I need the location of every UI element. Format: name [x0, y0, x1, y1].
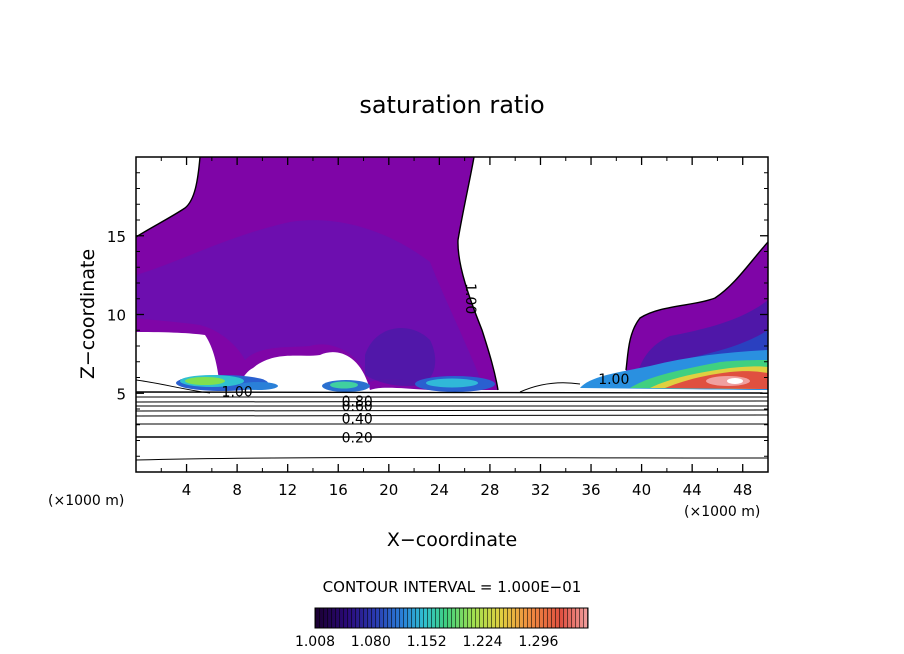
- contour-interval: CONTOUR INTERVAL = 1.000E−01: [323, 578, 582, 596]
- colorbar-label-2: 1.152: [407, 634, 447, 650]
- x-tick-label-6: 28: [480, 481, 499, 499]
- contour-label-6: 0.20: [342, 430, 373, 446]
- cloud-24km-inner: [426, 378, 478, 388]
- x-tick-label-1: 8: [232, 481, 242, 499]
- x-tick-label-9: 40: [632, 481, 651, 499]
- subsaturated-contours: [136, 157, 768, 461]
- contour-labels: 1.00 1.00 1.00 0.800.600.40 0.20: [222, 283, 630, 446]
- colorbar-border: [314, 607, 589, 629]
- y-tick-label-2: 15: [107, 228, 126, 246]
- upper-left-plume-core: [365, 328, 436, 386]
- cloud-16km-inner: [330, 381, 358, 389]
- x-tick-label-2: 12: [278, 481, 297, 499]
- x-axis-ticks: 4 8 12 16 20 24 28 32 36 40 44 48: [160, 157, 752, 499]
- contour-label-3: 0.80: [342, 394, 373, 410]
- colorbar-stripes: [315, 608, 588, 628]
- x-unit-right: (×1000 m): [684, 504, 760, 520]
- y-axis-ticks: 5 10 15: [107, 172, 768, 457]
- x-unit-left: (×1000 m): [48, 493, 124, 509]
- x-tick-label-5: 24: [430, 481, 449, 499]
- contour-label-1: 1.00: [462, 283, 478, 314]
- chart-title: saturation ratio: [359, 91, 544, 119]
- cloud-44km-white: [727, 378, 743, 384]
- contour-label-4: 0.60: [342, 399, 373, 415]
- contour-label-0: 1.00: [222, 385, 253, 401]
- contour-label-5: 0.40: [342, 411, 373, 427]
- colorbar: 1.008 1.080 1.152 1.224 1.296: [295, 607, 589, 650]
- x-tick-label-7: 32: [531, 481, 550, 499]
- x-tick-label-4: 20: [379, 481, 398, 499]
- colorbar-label-4: 1.296: [518, 634, 558, 650]
- y-tick-label-1: 10: [107, 307, 126, 325]
- y-axis-label: Z−coordinate: [77, 249, 99, 379]
- y-tick-label-0: 5: [116, 385, 126, 403]
- filled-field: [136, 157, 768, 461]
- contour-label-2: 1.00: [598, 372, 629, 388]
- cloud-8km-tail: [238, 382, 278, 390]
- x-tick-label-10: 44: [683, 481, 702, 499]
- colorbar-labels: 1.008 1.080 1.152 1.224 1.296: [295, 634, 559, 650]
- colorbar-label-1: 1.080: [351, 634, 391, 650]
- x-axis-label: X−coordinate: [387, 529, 517, 551]
- x-tick-label-8: 36: [581, 481, 600, 499]
- x-tick-label-0: 4: [182, 481, 192, 499]
- cloud-8km-inner: [185, 377, 225, 385]
- x-tick-label-3: 16: [329, 481, 348, 499]
- colorbar-label-0: 1.008: [295, 634, 335, 650]
- x-tick-label-11: 48: [733, 481, 752, 499]
- colorbar-label-3: 1.224: [462, 634, 502, 650]
